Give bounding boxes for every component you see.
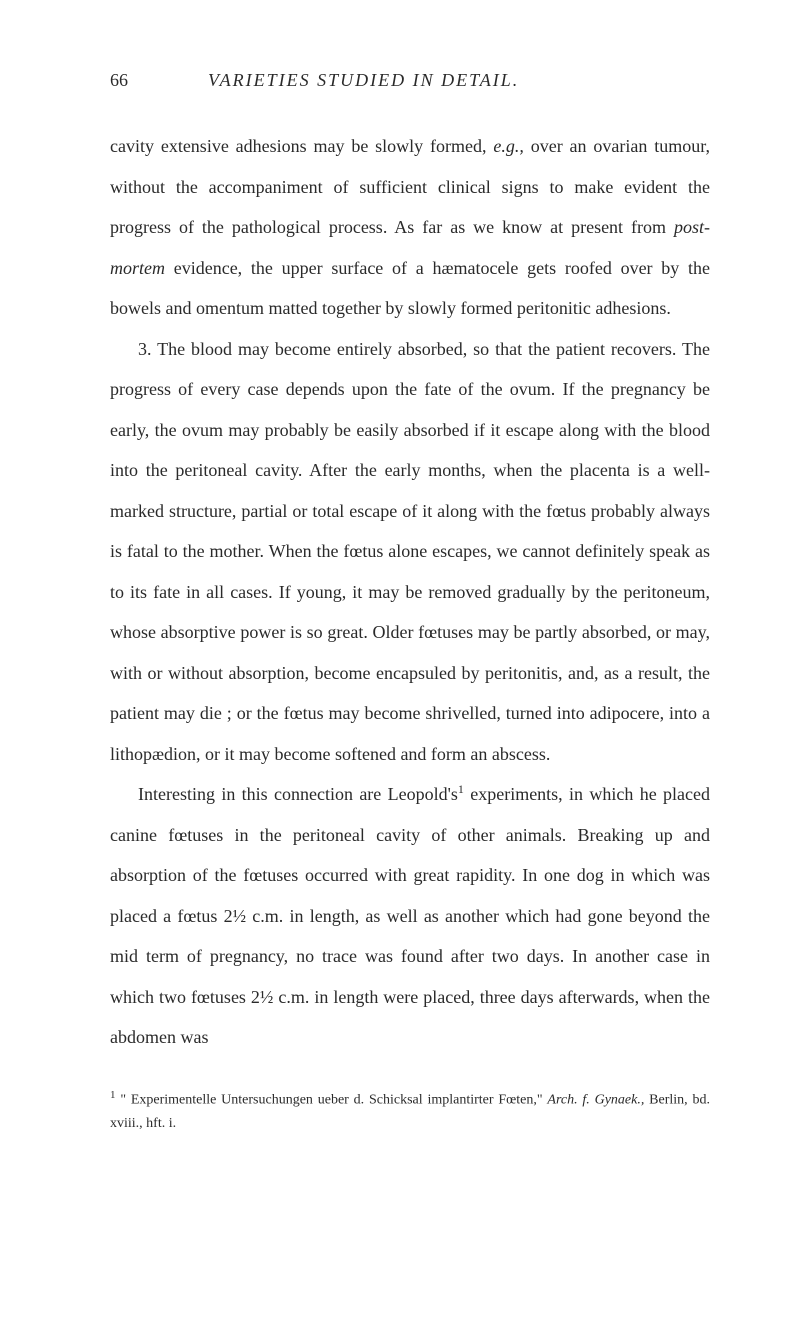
page-title: VARIETIES STUDIED IN DETAIL. — [208, 70, 519, 91]
p1-italic-1: e.g., — [493, 136, 524, 156]
paragraph-2: 3. The blood may become entirely absorbe… — [110, 329, 710, 775]
p3-text-start: Interesting in this connection are Leopo… — [138, 784, 458, 804]
footnote-italic: Arch. f. Gynaek., — [547, 1092, 644, 1107]
body-text: cavity extensive adhesions may be slowly… — [110, 126, 710, 1058]
p3-text-cont: experiments, in which he placed canine f… — [110, 784, 710, 1047]
paragraph-3: Interesting in this connection are Leopo… — [110, 774, 710, 1058]
footnote: 1 " Experimentelle Untersuchungen ueber … — [110, 1086, 710, 1136]
page-number: 66 — [110, 70, 128, 91]
paragraph-1: cavity extensive adhesions may be slowly… — [110, 126, 710, 329]
footnote-text-start: " Experimentelle Untersuchungen ueber d.… — [116, 1092, 548, 1107]
p1-text-cont2: evidence, the upper surface of a hæmatoc… — [110, 258, 710, 319]
page-header: 66 VARIETIES STUDIED IN DETAIL. — [110, 70, 710, 91]
p2-text: 3. The blood may become entirely absorbe… — [110, 339, 710, 764]
p1-text-start: cavity extensive adhesions may be slowly… — [110, 136, 493, 156]
